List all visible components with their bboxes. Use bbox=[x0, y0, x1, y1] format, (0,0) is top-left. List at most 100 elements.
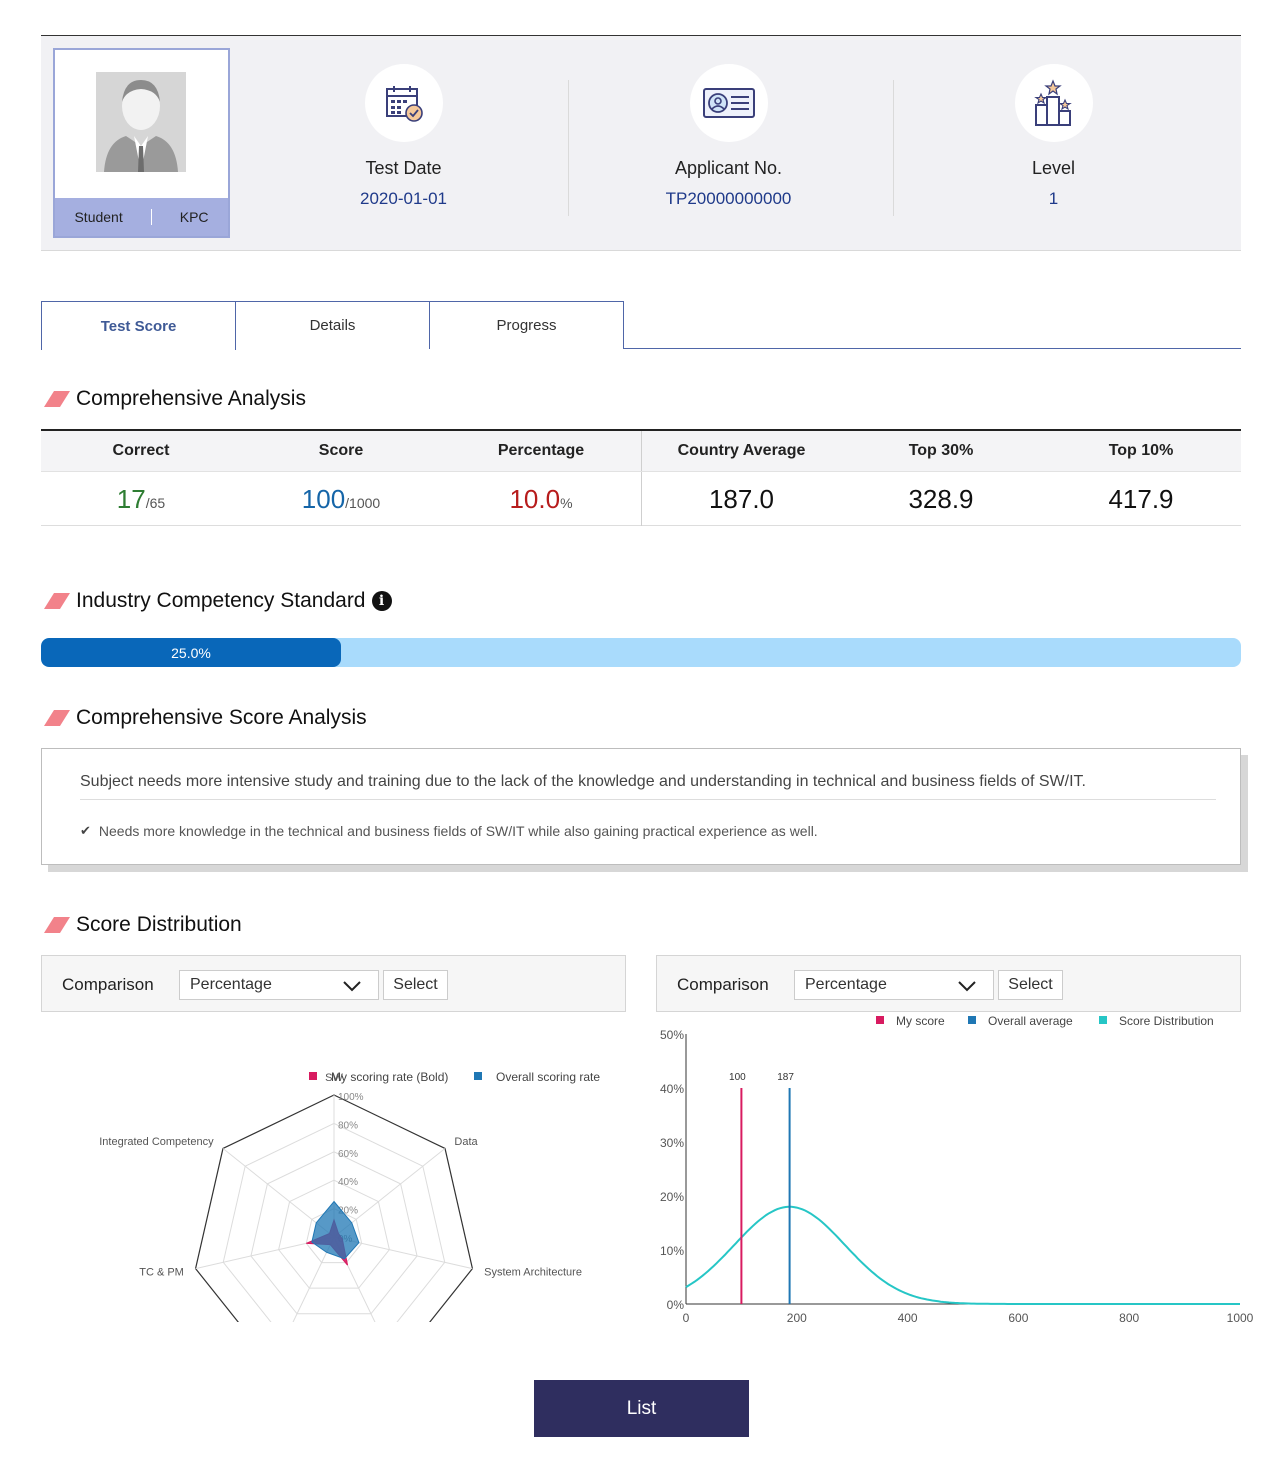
profile-org: KPC bbox=[179, 209, 209, 225]
radar-axis-label: System Architecture bbox=[484, 1266, 582, 1278]
section-marker-icon bbox=[44, 593, 70, 609]
y-tick-label: 50% bbox=[660, 1028, 684, 1042]
competency-progress-bar: 25.0% bbox=[41, 638, 1241, 667]
comparison-label: Comparison bbox=[677, 975, 769, 994]
analysis-sub-item: ✔ Needs more knowledge in the technical … bbox=[80, 823, 818, 839]
section-marker-icon bbox=[44, 710, 70, 726]
y-tick-label: 40% bbox=[660, 1082, 684, 1096]
profile-name-bar: Student KPC bbox=[55, 198, 228, 236]
applicant-label: Applicant No. bbox=[674, 158, 783, 178]
radar-axis-label: Integrated Competency bbox=[99, 1136, 214, 1148]
section-title: Score Distribution bbox=[76, 913, 242, 936]
percentage-value: 10.0 bbox=[509, 483, 561, 514]
y-tick-label: 0% bbox=[667, 1298, 685, 1312]
info-divider bbox=[893, 80, 894, 216]
section-marker-icon bbox=[44, 917, 70, 933]
test-date-block: Test Date 2020-01-01 bbox=[241, 64, 566, 209]
legend-label: Overall scoring rate bbox=[496, 1070, 600, 1084]
comparison-select-value: Percentage bbox=[190, 976, 272, 993]
distribution-curve bbox=[685, 1205, 1240, 1305]
score-total: /1000 bbox=[345, 495, 381, 511]
x-tick-label: 800 bbox=[1119, 1311, 1139, 1325]
top10-value: 417.9 bbox=[1108, 483, 1174, 514]
comparison-select[interactable]: Percentage bbox=[179, 970, 379, 1000]
select-button[interactable]: Select bbox=[998, 970, 1063, 1000]
radar-series-area bbox=[311, 1200, 360, 1260]
calendar-check-icon bbox=[364, 64, 443, 142]
legend-swatch bbox=[309, 1072, 317, 1080]
legend-label: Overall average bbox=[988, 1014, 1073, 1028]
y-tick-label: 20% bbox=[660, 1190, 684, 1204]
cell-correct: 17 /65 bbox=[41, 472, 241, 526]
radar-tick-label: 20% bbox=[338, 1206, 358, 1217]
comparison-bar: Comparison Percentage Select bbox=[41, 955, 626, 1012]
info-icon[interactable]: i bbox=[371, 591, 392, 611]
analysis-box: Subject needs more intensive study and t… bbox=[41, 748, 1241, 865]
profile-role: Student bbox=[74, 209, 123, 225]
legend-swatch bbox=[876, 1016, 884, 1024]
y-tick-label: 10% bbox=[660, 1244, 684, 1258]
section-title: Comprehensive Score Analysis bbox=[76, 706, 367, 729]
applicant-block: Applicant No. TP20000000000 bbox=[566, 64, 891, 209]
correct-total: /65 bbox=[145, 495, 166, 511]
competency-progress-label: 25.0% bbox=[171, 644, 211, 661]
radar-chart-panel: Comparison Percentage Select My scoring … bbox=[41, 955, 626, 1389]
x-tick-label: 0 bbox=[683, 1311, 690, 1325]
y-tick-label: 30% bbox=[660, 1136, 684, 1150]
tab-test-score[interactable]: Test Score bbox=[41, 301, 236, 350]
legend-label: My scoring rate (Bold) bbox=[331, 1070, 448, 1084]
radar-tick-label: 60% bbox=[338, 1149, 358, 1160]
select-button[interactable]: Select bbox=[383, 970, 448, 1000]
cell-top10: 417.9 bbox=[1041, 472, 1241, 526]
podium-stars-icon bbox=[1014, 64, 1093, 142]
x-tick-label: 1000 bbox=[1227, 1311, 1254, 1325]
comparison-select-value: Percentage bbox=[805, 976, 887, 993]
tab-bar: Test Score Details Progress bbox=[41, 301, 1241, 350]
radar-tick-label: 80% bbox=[338, 1120, 358, 1131]
header-percentage: Percentage bbox=[497, 442, 585, 459]
level-value: 1 bbox=[1048, 189, 1059, 208]
section-score-distribution: Score Distribution bbox=[44, 913, 242, 937]
list-button[interactable]: List bbox=[534, 1380, 749, 1437]
cell-country-average: 187.0 bbox=[641, 472, 841, 526]
check-icon: ✔ bbox=[80, 823, 91, 838]
radar-grid-ring bbox=[278, 1179, 390, 1289]
tab-details[interactable]: Details bbox=[235, 301, 430, 349]
profile-card: Student KPC bbox=[53, 48, 230, 238]
country-average-value: 187.0 bbox=[708, 483, 775, 514]
level-block: Level 1 bbox=[891, 64, 1216, 209]
section-score-analysis: Comprehensive Score Analysis bbox=[44, 706, 367, 730]
legend-label: My score bbox=[896, 1014, 945, 1028]
radar-grid-ring bbox=[250, 1151, 418, 1315]
cell-percentage: 10.0 % bbox=[441, 472, 641, 526]
percentage-unit: % bbox=[560, 495, 573, 511]
header-top10: Top 10% bbox=[1108, 442, 1174, 459]
score-marker-label: 187 bbox=[777, 1072, 794, 1083]
header-top30: Top 30% bbox=[908, 442, 974, 459]
x-tick-label: 400 bbox=[898, 1311, 918, 1325]
cell-score: 100 /1000 bbox=[241, 472, 441, 526]
radar-grid-ring bbox=[305, 1208, 363, 1264]
radar-tick-label: 40% bbox=[338, 1177, 358, 1188]
x-tick-label: 600 bbox=[1008, 1311, 1028, 1325]
section-industry-competency: Industry Competency Standard i bbox=[44, 589, 392, 613]
applicant-value: TP20000000000 bbox=[665, 189, 792, 208]
score-table-row: 17 /65 100 /1000 10.0 % 187.0 328.9 417.… bbox=[41, 472, 1241, 526]
tab-progress[interactable]: Progress bbox=[429, 301, 624, 349]
header-country-average: Country Average bbox=[641, 431, 841, 471]
legend-swatch bbox=[1099, 1016, 1107, 1024]
comparison-bar: Comparison Percentage Select bbox=[656, 955, 1241, 1012]
info-divider bbox=[568, 80, 569, 216]
header-score: Score bbox=[318, 442, 364, 459]
legend-label: Score Distribution bbox=[1119, 1014, 1214, 1028]
competency-progress-fill: 25.0% bbox=[41, 638, 341, 667]
comparison-select[interactable]: Percentage bbox=[794, 970, 994, 1000]
radar-spoke bbox=[222, 1148, 335, 1238]
x-tick-label: 200 bbox=[787, 1311, 807, 1325]
comparison-label: Comparison bbox=[62, 975, 154, 994]
distribution-chart-panel: Comparison Percentage Select My score Ove… bbox=[656, 955, 1254, 1337]
name-separator bbox=[150, 209, 152, 225]
top30-value: 328.9 bbox=[908, 483, 974, 514]
radar-chart: My scoring rate (Bold) Overall scoring ra… bbox=[99, 1070, 600, 1389]
score-table: Correct Score Percentage Country Average… bbox=[41, 429, 1241, 526]
